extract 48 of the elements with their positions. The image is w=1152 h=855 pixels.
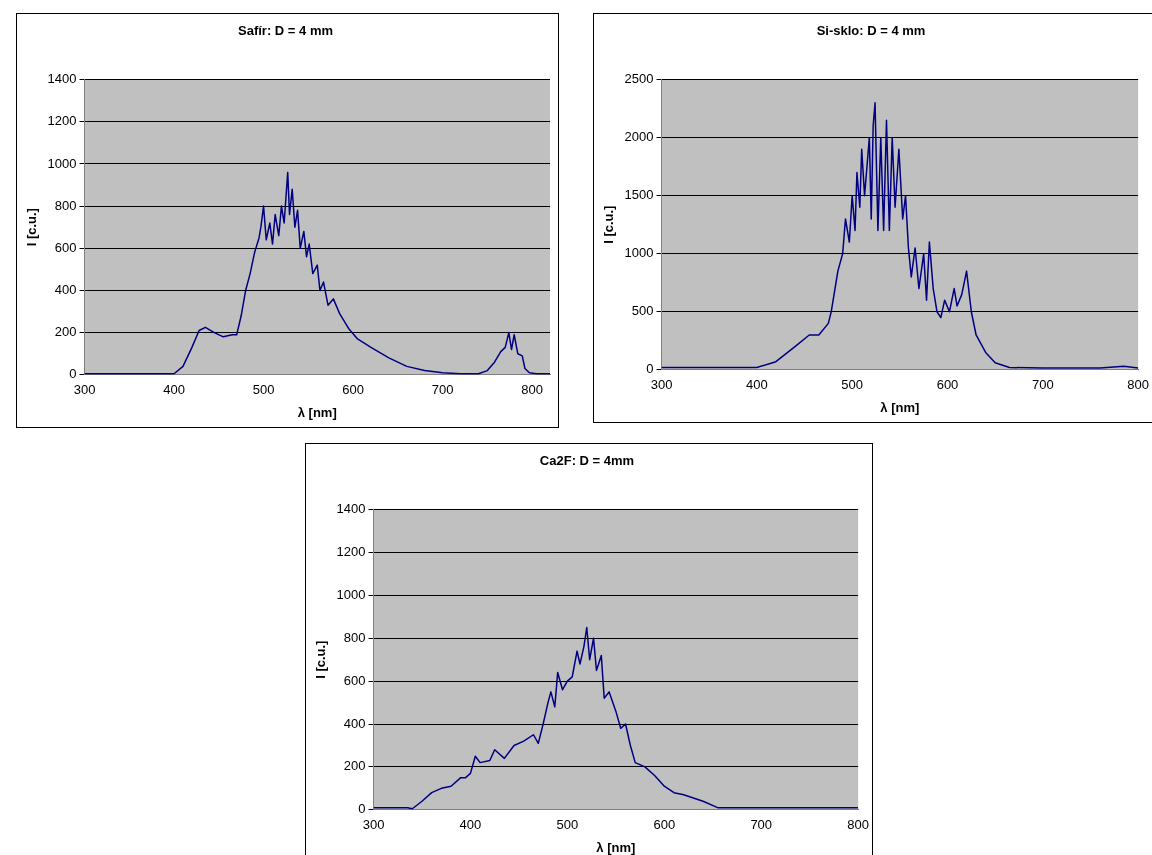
x-tick-label: 800 bbox=[847, 817, 870, 833]
x-tick-label: 800 bbox=[521, 382, 543, 398]
x-tick-label: 300 bbox=[650, 377, 673, 393]
y-tick-label: 400 bbox=[343, 715, 366, 731]
x-tick-label: 700 bbox=[750, 817, 773, 833]
y-tick-label: 600 bbox=[54, 239, 77, 255]
x-tick-label: 500 bbox=[252, 382, 275, 398]
x-tick-label: 400 bbox=[746, 377, 768, 393]
y-axis-title: I [c.u.] bbox=[24, 208, 40, 247]
x-tick-label: 400 bbox=[163, 382, 185, 398]
y-tick-label: 1000 bbox=[47, 155, 77, 171]
y-tick-label: 1000 bbox=[336, 586, 366, 602]
y-axis-title: I [c.u.] bbox=[313, 640, 329, 679]
y-tick-label: 1400 bbox=[336, 501, 366, 517]
y-tick-label: 0 bbox=[69, 366, 77, 382]
y-tick-label: 800 bbox=[54, 197, 77, 213]
x-axis-title: λ [nm] bbox=[880, 399, 920, 415]
y-tick-label: 600 bbox=[343, 672, 366, 688]
x-axis-title: λ [nm] bbox=[596, 839, 636, 855]
y-tick-label: 1200 bbox=[47, 113, 77, 129]
y-tick-label: 200 bbox=[343, 758, 366, 774]
x-tick-label: 300 bbox=[362, 817, 385, 833]
chart-title: Ca2F: D = 4mm bbox=[539, 453, 635, 469]
y-tick-label: 2000 bbox=[624, 129, 654, 145]
y-tick-label: 800 bbox=[343, 629, 366, 645]
y-tick-label: 500 bbox=[631, 303, 654, 319]
y-tick-label: 400 bbox=[54, 282, 77, 298]
y-tick-label: 1200 bbox=[336, 544, 366, 560]
y-tick-label: 2500 bbox=[624, 71, 654, 87]
y-tick-label: 1500 bbox=[624, 187, 654, 203]
x-tick-label: 300 bbox=[73, 382, 96, 398]
y-tick-label: 0 bbox=[646, 361, 654, 377]
y-tick-label: 200 bbox=[54, 324, 77, 340]
y-tick-label: 0 bbox=[358, 801, 366, 817]
y-tick-label: 1400 bbox=[47, 71, 77, 87]
chart-title: Si-sklo: D = 4 mm bbox=[816, 23, 926, 39]
chart-title: Safír: D = 4 mm bbox=[237, 23, 334, 39]
x-tick-label: 700 bbox=[431, 382, 454, 398]
x-tick-label: 600 bbox=[936, 377, 959, 393]
y-axis-title: I [c.u.] bbox=[601, 205, 617, 244]
y-tick-label: 1000 bbox=[624, 245, 654, 261]
x-tick-label: 800 bbox=[1127, 377, 1150, 393]
x-tick-label: 500 bbox=[556, 817, 579, 833]
x-tick-label: 400 bbox=[459, 817, 482, 833]
x-axis-title: λ [nm] bbox=[297, 404, 337, 420]
x-tick-label: 700 bbox=[1031, 377, 1054, 393]
x-tick-label: 500 bbox=[841, 377, 864, 393]
x-tick-label: 600 bbox=[653, 817, 676, 833]
